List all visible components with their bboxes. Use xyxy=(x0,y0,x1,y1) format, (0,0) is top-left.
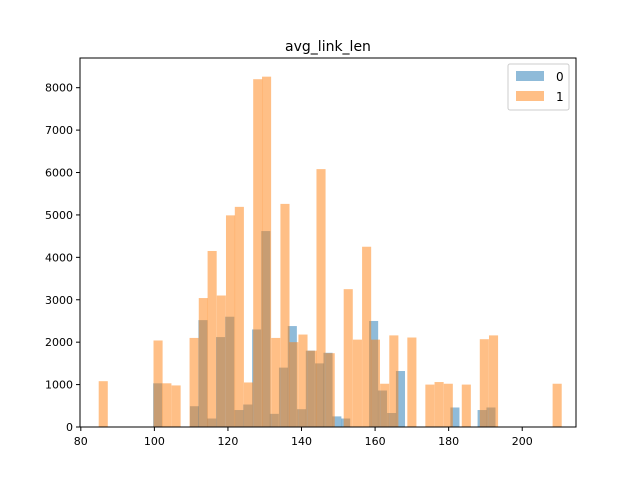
axes: 80 100 120 140 160 180 20001000200030004000500… xyxy=(45,57,577,448)
histogram-bar xyxy=(450,407,460,427)
histogram-bar xyxy=(244,382,254,427)
x-tick-label: 100 xyxy=(144,435,165,448)
histogram-bar xyxy=(395,371,406,427)
histogram-bar xyxy=(225,215,236,427)
y-tick-label: 0 xyxy=(66,421,73,434)
histogram-bar xyxy=(298,334,308,427)
histogram-bar xyxy=(198,298,208,427)
series-1-bars xyxy=(98,76,562,428)
histogram-bar xyxy=(289,342,299,427)
legend-label: 1 xyxy=(556,90,564,104)
chart-title: avg_link_len xyxy=(285,39,371,55)
x-tick-label: 200 xyxy=(512,435,533,448)
histogram-bar xyxy=(552,383,562,427)
y-tick-label: 3000 xyxy=(45,294,73,307)
histogram-bar xyxy=(370,339,380,427)
histogram-bar xyxy=(343,289,353,427)
y-tick-label: 5000 xyxy=(45,209,73,222)
histogram-bar xyxy=(479,339,489,427)
y-tick-label: 4000 xyxy=(45,251,73,264)
histogram-bar xyxy=(389,335,399,427)
y-tick-label: 6000 xyxy=(45,167,73,180)
histogram-bar xyxy=(461,384,471,427)
x-tick-label: 180 xyxy=(438,435,459,448)
histogram-bar xyxy=(162,383,172,427)
histogram-bar xyxy=(407,337,417,427)
histogram-bar xyxy=(434,382,444,427)
histogram-bar xyxy=(234,206,244,427)
histogram-bar xyxy=(262,76,272,427)
axes-frame xyxy=(79,57,577,428)
histogram-bar xyxy=(98,381,108,427)
histogram-bar xyxy=(171,385,181,427)
y-tick-label: 8000 xyxy=(45,82,73,95)
plot-area xyxy=(98,76,562,428)
legend-swatch xyxy=(516,71,544,81)
histogram-bar xyxy=(207,250,217,427)
histogram-bar xyxy=(380,383,390,427)
x-tick-label: 160 xyxy=(365,435,386,448)
histogram-bar xyxy=(425,384,435,427)
histogram-bar xyxy=(216,295,226,427)
histogram-bar xyxy=(488,335,499,427)
y-tick-label: 2000 xyxy=(45,336,73,349)
legend-label: 0 xyxy=(556,70,564,84)
legend-swatch xyxy=(516,91,544,101)
x-tick-label: 120 xyxy=(217,435,238,448)
histogram-bar xyxy=(352,339,362,427)
y-tick-label: 7000 xyxy=(45,124,73,137)
histogram-bar xyxy=(271,337,281,427)
histogram-bar xyxy=(316,169,326,427)
histogram-bar xyxy=(332,416,342,427)
histogram-bar xyxy=(307,350,317,427)
histogram-bar xyxy=(325,353,335,427)
histogram-bar xyxy=(189,337,199,427)
legend: 01 xyxy=(507,63,570,111)
x-tick-label: 80 xyxy=(74,435,88,448)
x-tick-label: 140 xyxy=(291,435,312,448)
histogram-bar xyxy=(443,383,453,427)
histogram-bar xyxy=(153,340,163,427)
histogram-bar xyxy=(280,203,290,427)
histogram-bar xyxy=(362,246,372,427)
histogram-bar xyxy=(253,79,263,428)
y-tick-label: 1000 xyxy=(45,379,73,392)
